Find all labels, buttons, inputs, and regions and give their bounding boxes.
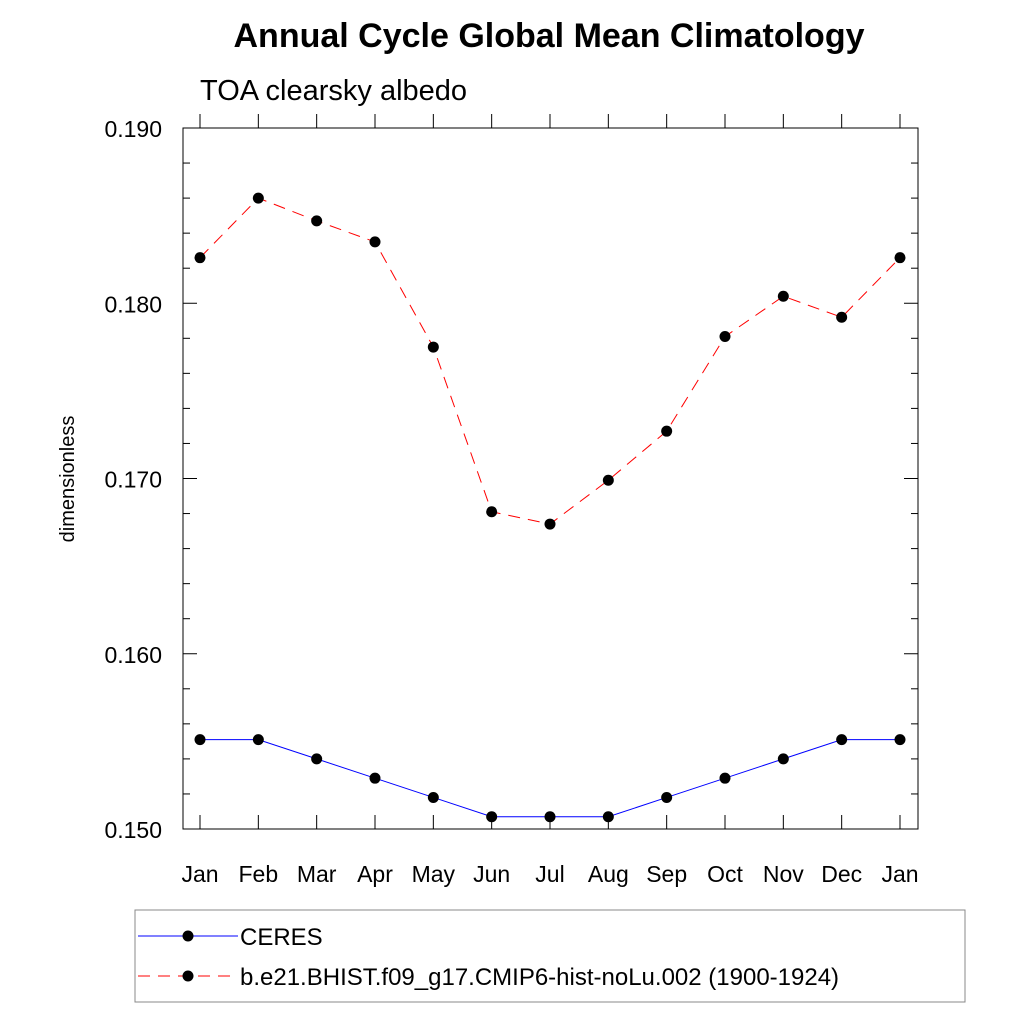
plot-frame [182,127,919,830]
x-tick-label: Jul [535,861,564,887]
y-tick-label: 0.180 [104,291,162,317]
data-point [661,425,673,437]
data-point [836,734,848,746]
legend-label-ceres: CERES [240,924,323,951]
x-tick-label: Apr [357,861,393,887]
y-tick-label: 0.190 [104,116,162,142]
series-line [200,739,900,818]
y-tick-labels: 0.150 0.160 0.170 0.180 0.190 [104,116,162,843]
data-point [369,236,381,248]
legend-box [134,909,966,1003]
x-tick-label: Dec [821,861,862,887]
axes [182,114,919,830]
x-tick-label: Aug [588,861,629,887]
x-tick-label: May [412,861,456,887]
data-point [894,252,906,264]
data-point [894,734,906,746]
y-tick-label: 0.150 [104,817,162,843]
data-point [369,772,381,784]
x-tick-label: Jan [181,861,218,887]
x-tick-label: Jan [881,861,918,887]
legend-marker-ceres [182,930,194,942]
legend: CERES b.e21.BHIST.f09_g17.CMIP6-hist-noL… [134,909,966,1003]
data-point [486,506,498,518]
data-point [719,331,731,343]
data-point [719,772,731,784]
chart-title: Annual Cycle Global Mean Climatology [234,17,865,55]
data-point [427,791,439,803]
data-point [602,811,614,823]
data-point [661,791,673,803]
y-tick-label: 0.170 [104,467,162,493]
data-point [486,811,498,823]
series-0 [194,734,906,823]
x-tick-labels: Jan Feb Mar Apr May Jun Jul Aug Sep Oct … [181,861,918,887]
data-point [194,252,206,264]
data-point [836,311,848,323]
data-point [311,753,323,765]
data-point [544,811,556,823]
x-tick-label: Oct [707,861,743,887]
legend-marker-model [182,970,194,982]
data-point [427,341,439,353]
data-point [777,290,789,302]
data-point [544,518,556,530]
data-point [602,474,614,486]
x-tick-label: Nov [763,861,804,887]
y-tick-label: 0.160 [104,642,162,668]
data-point [252,734,264,746]
series-1 [194,192,906,530]
x-tick-label: Jun [473,861,510,887]
x-tick-label: Sep [646,861,687,887]
x-tick-label: Mar [297,861,337,887]
chart-subtitle: TOA clearsky albedo [200,75,467,107]
data-point [777,753,789,765]
data-point [194,734,206,746]
data-point [252,192,264,204]
x-tick-label: Feb [239,861,279,887]
series-line [199,197,901,525]
y-axis-title: dimensionless [57,416,79,543]
legend-label-model: b.e21.BHIST.f09_g17.CMIP6-hist-noLu.002 … [240,964,839,991]
data-point [311,215,323,227]
